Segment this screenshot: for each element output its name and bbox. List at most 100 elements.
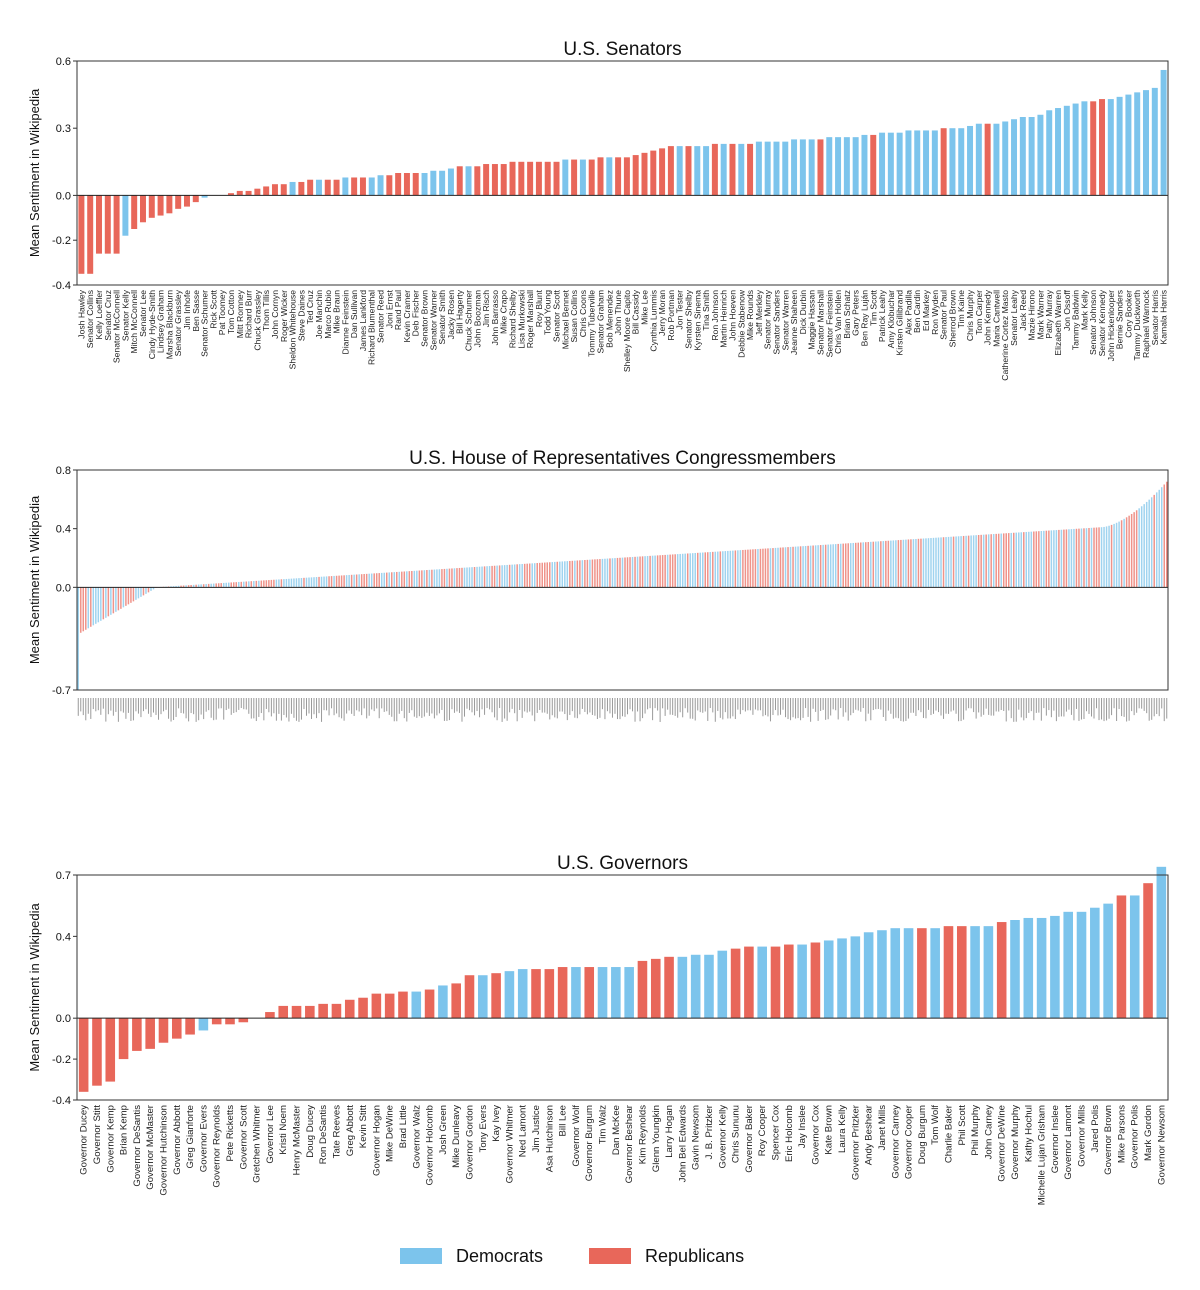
bar	[436, 569, 438, 588]
bar	[686, 553, 689, 588]
x-tick-label: Senator Smith	[437, 290, 447, 345]
x-tick-label	[175, 698, 177, 717]
bar	[654, 555, 656, 588]
x-tick-label	[486, 698, 488, 709]
x-tick-label: Tammy Duckworth	[1132, 290, 1142, 361]
x-tick-label	[975, 698, 977, 719]
x-tick-label: Amy Klobuchar	[886, 290, 896, 348]
bar	[127, 587, 130, 605]
x-tick-label: Governor Kemp	[105, 1105, 116, 1173]
bar	[1078, 528, 1080, 588]
bar	[591, 559, 594, 588]
x-tick-label: Jay Inslee	[797, 1105, 808, 1148]
x-tick-label: Laura Kelly	[837, 1105, 848, 1153]
x-tick-label: Phil Murphy	[970, 1105, 981, 1156]
x-tick-label	[917, 698, 919, 711]
x-tick-label: Brian Schatz	[842, 290, 852, 339]
bar	[105, 1018, 116, 1082]
x-tick-label: Governor Reynolds	[212, 1105, 223, 1188]
bar	[621, 557, 624, 588]
x-tick-label	[474, 698, 476, 716]
x-tick-label	[348, 698, 350, 711]
bar	[702, 552, 704, 588]
bar	[1060, 529, 1063, 588]
x-tick-label: Lindsey Graham	[156, 290, 166, 353]
bar	[351, 177, 358, 196]
x-tick-label	[810, 698, 812, 722]
bar	[438, 985, 448, 1019]
bar	[887, 132, 894, 196]
bar	[283, 579, 285, 588]
bar	[456, 166, 463, 196]
x-tick-label	[644, 698, 646, 714]
bar	[631, 556, 634, 588]
x-tick-label	[135, 698, 137, 712]
bar	[1035, 531, 1038, 588]
bar	[922, 538, 925, 588]
bar	[268, 580, 270, 588]
bar	[784, 547, 787, 588]
x-tick-label: Kevin Stitt	[358, 1105, 369, 1149]
bar	[403, 571, 406, 588]
bar	[940, 128, 947, 196]
x-tick-label	[767, 698, 769, 717]
x-tick-label	[551, 698, 553, 716]
x-tick-label	[489, 698, 491, 710]
bar	[152, 587, 155, 590]
bar	[689, 553, 691, 588]
x-tick-label	[218, 698, 220, 709]
bar	[1134, 92, 1141, 196]
x-tick-label: Governor Stitt	[92, 1105, 103, 1165]
x-tick-label	[727, 698, 729, 719]
bar	[416, 570, 418, 588]
bar	[597, 157, 604, 196]
bar	[254, 188, 261, 196]
x-tick-label	[709, 698, 711, 709]
bar	[1028, 531, 1030, 588]
x-tick-label	[200, 698, 202, 715]
legend-item-democrats: Democrats	[400, 1246, 543, 1267]
bar	[819, 545, 822, 588]
x-tick-label	[978, 698, 980, 713]
bar	[738, 143, 745, 196]
x-tick-label	[579, 698, 581, 715]
bar	[465, 166, 472, 196]
x-tick-label	[1050, 698, 1052, 718]
x-tick-label	[591, 698, 593, 715]
bar	[122, 587, 125, 608]
x-tick-label	[817, 698, 819, 721]
bar	[852, 542, 854, 588]
x-tick-label: Jacky Rosen	[446, 290, 456, 339]
x-tick-label: Jeff Merkley	[754, 289, 764, 336]
x-tick-label	[546, 698, 548, 714]
x-tick-label	[471, 698, 473, 713]
x-tick-label	[371, 698, 373, 710]
x-tick-label: Jim Justice	[531, 1105, 542, 1152]
bar	[717, 551, 719, 588]
bar	[240, 581, 243, 588]
bar	[1143, 504, 1145, 588]
x-tick-label	[233, 698, 235, 713]
x-tick-label	[780, 698, 782, 715]
x-tick-label	[1158, 698, 1160, 717]
bar	[335, 575, 338, 588]
bar	[636, 556, 639, 588]
x-tick-label	[303, 698, 305, 710]
bar	[506, 564, 508, 588]
x-tick-label	[1065, 698, 1067, 712]
x-tick-label: Deb Fischer	[411, 290, 421, 336]
bar	[854, 542, 857, 588]
bar	[1130, 513, 1133, 588]
bar	[863, 932, 874, 1019]
x-tick-label: Mark Gordon	[1143, 1105, 1154, 1161]
x-tick-label	[328, 698, 330, 716]
x-tick-label: Governor Evers	[198, 1105, 209, 1172]
bar	[488, 566, 491, 588]
bar	[428, 569, 431, 588]
bar	[667, 146, 674, 196]
bar	[130, 587, 132, 603]
x-tick-label: Janet Mills	[877, 1105, 888, 1151]
bar	[1151, 87, 1158, 196]
x-tick-label	[569, 698, 571, 715]
x-tick-label	[105, 698, 107, 722]
